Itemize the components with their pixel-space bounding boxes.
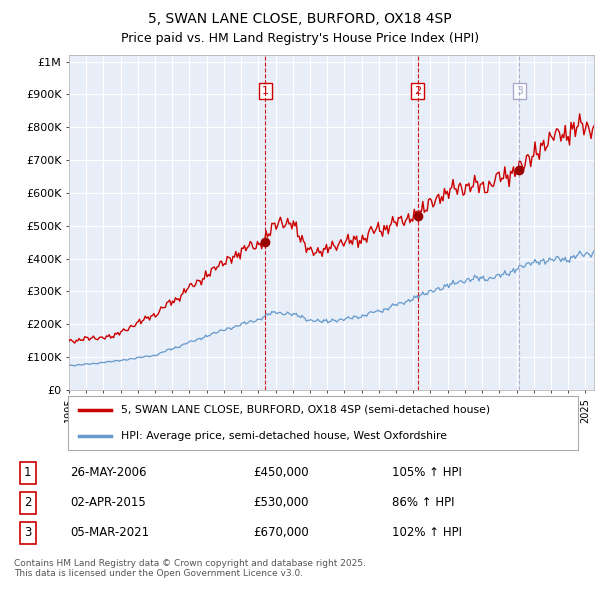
Text: £670,000: £670,000 xyxy=(254,526,309,539)
Text: 1: 1 xyxy=(24,467,32,480)
Text: 1: 1 xyxy=(262,86,269,96)
Text: HPI: Average price, semi-detached house, West Oxfordshire: HPI: Average price, semi-detached house,… xyxy=(121,431,448,441)
Text: 2: 2 xyxy=(24,496,32,509)
Text: 105% ↑ HPI: 105% ↑ HPI xyxy=(392,467,462,480)
Text: 3: 3 xyxy=(516,86,523,96)
Text: Price paid vs. HM Land Registry's House Price Index (HPI): Price paid vs. HM Land Registry's House … xyxy=(121,32,479,45)
Text: 5, SWAN LANE CLOSE, BURFORD, OX18 4SP (semi-detached house): 5, SWAN LANE CLOSE, BURFORD, OX18 4SP (s… xyxy=(121,405,491,415)
FancyBboxPatch shape xyxy=(68,396,578,450)
Text: 05-MAR-2021: 05-MAR-2021 xyxy=(70,526,149,539)
Text: 2: 2 xyxy=(414,86,421,96)
Text: 02-APR-2015: 02-APR-2015 xyxy=(70,496,146,509)
Text: £450,000: £450,000 xyxy=(254,467,309,480)
Text: 3: 3 xyxy=(24,526,31,539)
Text: £530,000: £530,000 xyxy=(254,496,309,509)
Text: 102% ↑ HPI: 102% ↑ HPI xyxy=(392,526,462,539)
Text: 86% ↑ HPI: 86% ↑ HPI xyxy=(392,496,455,509)
Text: 5, SWAN LANE CLOSE, BURFORD, OX18 4SP: 5, SWAN LANE CLOSE, BURFORD, OX18 4SP xyxy=(148,12,452,26)
Text: Contains HM Land Registry data © Crown copyright and database right 2025.
This d: Contains HM Land Registry data © Crown c… xyxy=(14,559,366,578)
Text: 26-MAY-2006: 26-MAY-2006 xyxy=(70,467,147,480)
